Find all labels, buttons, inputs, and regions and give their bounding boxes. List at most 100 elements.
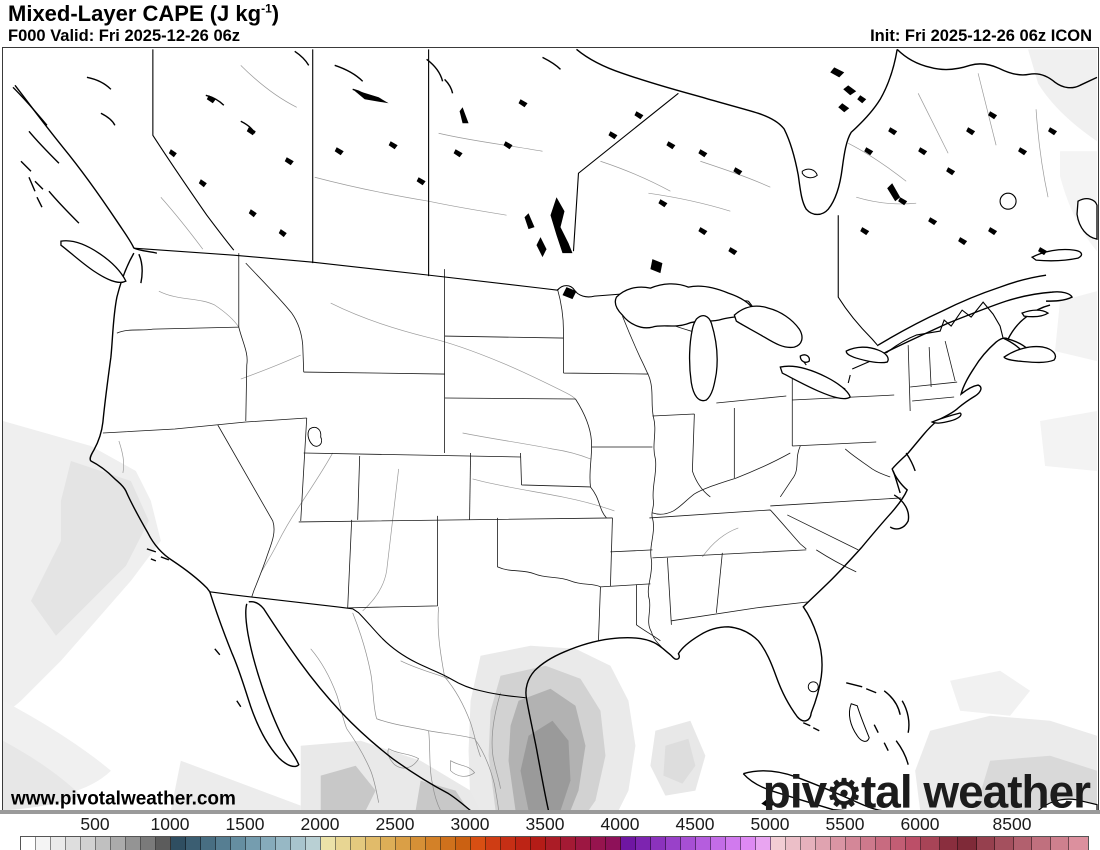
colorbar-cell [591, 837, 606, 850]
colorbar-cell [81, 837, 96, 850]
colorbar-cell [411, 837, 426, 850]
colorbar-cell [906, 837, 921, 850]
valid-time-label: F000 Valid: Fri 2025-12-26 06z [8, 27, 241, 45]
colorbar-cell [96, 837, 111, 850]
country-borders-layer [133, 49, 1004, 699]
colorbar-cell [801, 837, 816, 850]
colorbar-cell [111, 837, 126, 850]
map-bottom-border [0, 810, 1100, 814]
colorbar-cell [1069, 837, 1088, 850]
colorbar-cell [291, 837, 306, 850]
rivers-layer [118, 65, 1049, 612]
colorbar-tick-8500: 8500 [992, 814, 1032, 834]
colorbar-cell [456, 837, 471, 850]
colorbar-tick-1000: 1000 [150, 814, 190, 834]
colorbar-cell [939, 837, 958, 850]
colorbar-tick-4500: 4500 [675, 814, 715, 834]
colorbar-cell [621, 837, 636, 850]
colorbar-cell [726, 837, 741, 850]
colorbar-cell [531, 837, 546, 850]
colorbar-cell [396, 837, 411, 850]
colorbar-tick-3000: 3000 [450, 814, 490, 834]
colorbar-tick-3500: 3500 [525, 814, 565, 834]
colorbar-cell [786, 837, 801, 850]
colorbar-cell [201, 837, 216, 850]
colorbar-tick-2500: 2500 [375, 814, 415, 834]
colorbar-tick-500: 500 [80, 814, 110, 834]
cape-shading-layer [3, 49, 1098, 811]
colorbar-cell [261, 837, 276, 850]
colorbar-cell [171, 837, 186, 850]
colorbar-cell [66, 837, 81, 850]
colorbar-cell [576, 837, 591, 850]
colorbar-tick-4000: 4000 [600, 814, 640, 834]
colorbar-cell [51, 837, 66, 850]
gear-icon: ⚙ [826, 773, 861, 811]
title-superscript: -1 [261, 1, 272, 16]
colorbar-cell [891, 837, 906, 850]
colorbar-cell [546, 837, 561, 850]
colorbar-cell [995, 837, 1014, 850]
title-text: Mixed-Layer CAPE (J kg [8, 1, 262, 26]
colorbar-cell [921, 837, 940, 850]
colorbar-cell [711, 837, 726, 850]
colorbar-cell [246, 837, 261, 850]
page-title: Mixed-Layer CAPE (J kg-1) [8, 1, 279, 27]
colorbar-cell [741, 837, 756, 850]
colorbar-cell [441, 837, 456, 850]
colorbar-cell [606, 837, 621, 850]
coastline-layer [12, 48, 1098, 811]
colorbar-cell [216, 837, 231, 850]
colorbar-cell [336, 837, 351, 850]
colorbar-cell [1013, 837, 1032, 850]
colorbar-cell [306, 837, 321, 850]
colorbar-cell [231, 837, 246, 850]
forecast-map: www.pivotalweather.com piv⚙tal weather [2, 47, 1099, 811]
lakes-layer [60, 168, 1098, 811]
colorbar-cell [666, 837, 681, 850]
colorbar-cell [876, 837, 891, 850]
colorbar-cell [501, 837, 516, 850]
colorbar-cells [20, 836, 1089, 850]
canada-lakes-layer [168, 67, 1058, 808]
colorbar-cell [976, 837, 995, 850]
logo-text-pre: piv [763, 766, 828, 811]
colorbar-cell [636, 837, 651, 850]
colorbar-cell [186, 837, 201, 850]
colorbar-cell [486, 837, 501, 850]
colorbar-cell [426, 837, 441, 850]
colorbar-cell [846, 837, 861, 850]
colorbar-cell [861, 837, 876, 850]
colorbar-tick-labels: 500 1000 1500 2000 2500 3000 3500 4000 4500 5000 5… [0, 814, 1100, 835]
colorbar-cell [351, 837, 366, 850]
colorbar-cell [561, 837, 576, 850]
colorbar-tick-5500: 5500 [825, 814, 865, 834]
colorbar-cell [381, 837, 396, 850]
colorbar-cell [156, 837, 171, 850]
pivotal-weather-logo: piv⚙tal weather [763, 766, 1091, 811]
colorbar-cell [651, 837, 666, 850]
colorbar-tick-2000: 2000 [300, 814, 340, 834]
state-borders-layer [102, 253, 958, 648]
colorbar-cell [276, 837, 291, 850]
watermark-url: www.pivotalweather.com [10, 789, 236, 810]
colorbar-cell [141, 837, 156, 850]
colorbar-cell [771, 837, 786, 850]
north-america-map-svg: www.pivotalweather.com piv⚙tal weather [3, 48, 1098, 811]
colorbar-cell [126, 837, 141, 850]
colorbar-tick-5000: 5000 [750, 814, 790, 834]
colorbar-cell [471, 837, 486, 850]
colorbar-cell [681, 837, 696, 850]
colorbar-cell [1032, 837, 1051, 850]
logo-text-post: tal weather [861, 766, 1091, 811]
colorbar-cell [366, 837, 381, 850]
colorbar-cell [696, 837, 711, 850]
colorbar-tick-1500: 1500 [225, 814, 265, 834]
colorbar-cell [21, 837, 36, 850]
colorbar-cell [1050, 837, 1069, 850]
colorbar-cell [36, 837, 51, 850]
colorbar-cell [816, 837, 831, 850]
title-close-paren: ) [271, 1, 280, 26]
colorbar-cell [756, 837, 771, 850]
